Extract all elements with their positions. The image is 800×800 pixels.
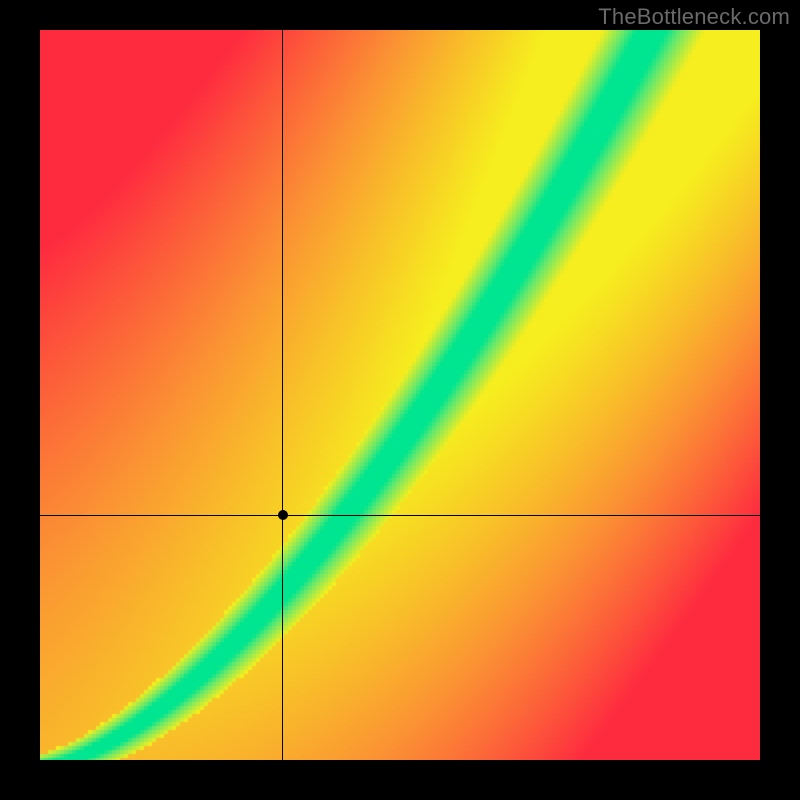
crosshair-vertical [282,30,283,760]
watermark-text: TheBottleneck.com [598,4,790,30]
crosshair-horizontal [40,515,760,516]
plot-area [40,30,760,760]
heatmap-canvas [40,30,760,760]
marker-point [278,510,288,520]
chart-container: TheBottleneck.com [0,0,800,800]
